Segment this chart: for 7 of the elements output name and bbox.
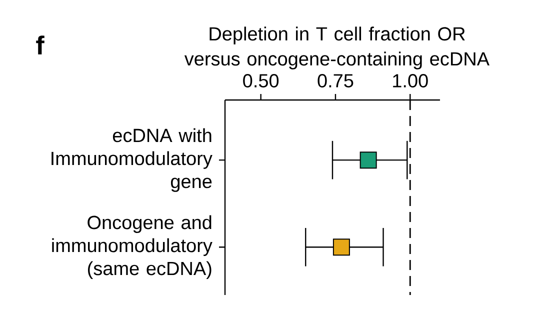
chart-title: Depletion in T cell fraction OR versus oncogene-containing ecDNA: [184, 26, 490, 70]
x-tick-label: 0.50: [243, 74, 279, 88]
x-tick-label: 1.00: [393, 74, 428, 88]
text: f: [36, 36, 44, 54]
y-tick-label: ecDNA with Immunomodulatory gene: [52, 128, 212, 192]
x-tick-label: 0.75: [318, 74, 354, 88]
y-tick-label: Oncogene and immunomodulatory (same ecDNA): [52, 215, 212, 279]
